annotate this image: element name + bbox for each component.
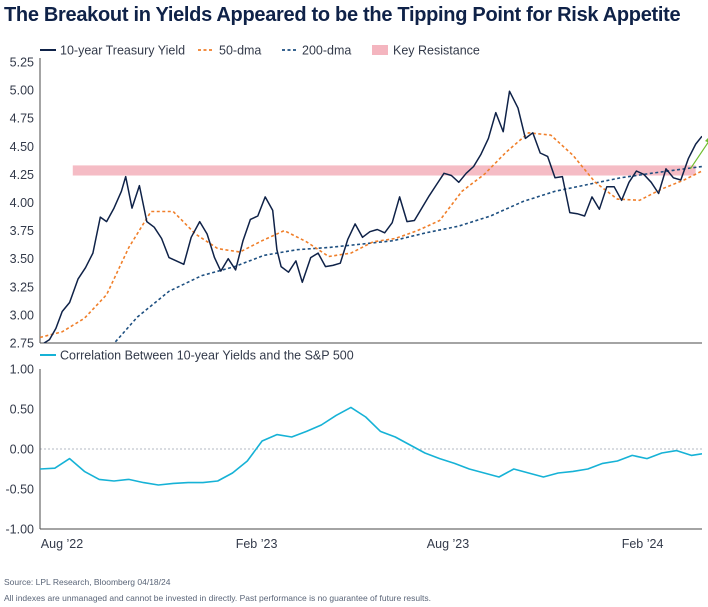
- top-y-tick-label: 3.25: [10, 280, 34, 294]
- top-y-tick-label: 4.75: [10, 112, 34, 126]
- top-y-tick-label: 3.50: [10, 252, 34, 266]
- x-tick-label: Feb ’23: [236, 537, 278, 551]
- chart-title: The Breakout in Yields Appeared to be th…: [4, 4, 681, 26]
- legend-swatch-key-resistance: [372, 45, 388, 55]
- chart-canvas: 10-year Treasury Yield 50-dma 200-dma Key R…: [6, 44, 708, 551]
- series-line-correlation: [40, 406, 702, 486]
- bottom-y-tick-label: 0.00: [10, 443, 34, 457]
- key-resistance-band: [72, 165, 696, 176]
- x-tick-label: Aug ’23: [427, 537, 469, 551]
- bottom-y-tick-label: -0.50: [6, 483, 35, 497]
- legend-label-50dma: 50-dma: [219, 44, 261, 58]
- x-tick-label: Feb ’24: [622, 537, 664, 551]
- series-line-200dma: [113, 165, 702, 343]
- legend-label-200dma: 200-dma: [302, 44, 351, 58]
- breakout-arrow-head: [705, 138, 708, 143]
- bottom-y-tick-label: 1.00: [10, 363, 34, 377]
- top-y-tick-label: 4.50: [10, 140, 34, 154]
- series-line-10-year-yield: [43, 90, 702, 343]
- top-y-tick-label: 3.75: [10, 224, 34, 238]
- x-tick-label: Aug ’22: [41, 537, 83, 551]
- bottom-y-tick-label: 0.50: [10, 403, 34, 417]
- breakout-arrow-line: [689, 141, 708, 170]
- footer: Source: LPL Research, Bloomberg 04/18/24…: [4, 574, 431, 606]
- top-y-tick-label: 2.75: [10, 337, 34, 351]
- top-y-tick-label: 4.25: [10, 168, 34, 182]
- bottom-y-tick-label: -1.00: [6, 523, 35, 537]
- top-y-tick-label: 5.00: [10, 84, 34, 98]
- disclaimer-note: All indexes are unmanaged and cannot be …: [4, 593, 431, 603]
- top-y-tick-label: 5.25: [10, 56, 34, 70]
- legend-label-correlation: Correlation Between 10-year Yields and t…: [60, 349, 354, 363]
- legend-label-yield: 10-year Treasury Yield: [60, 44, 185, 58]
- source-note: Source: LPL Research, Bloomberg 04/18/24: [4, 577, 171, 587]
- legend-label-key-resistance: Key Resistance: [393, 44, 480, 58]
- top-y-tick-label: 4.00: [10, 196, 34, 210]
- series-line-50dma: [40, 131, 702, 339]
- bottom-plot-area: [40, 406, 702, 486]
- top-plot-area: [40, 90, 702, 343]
- top-y-tick-label: 3.00: [10, 308, 34, 322]
